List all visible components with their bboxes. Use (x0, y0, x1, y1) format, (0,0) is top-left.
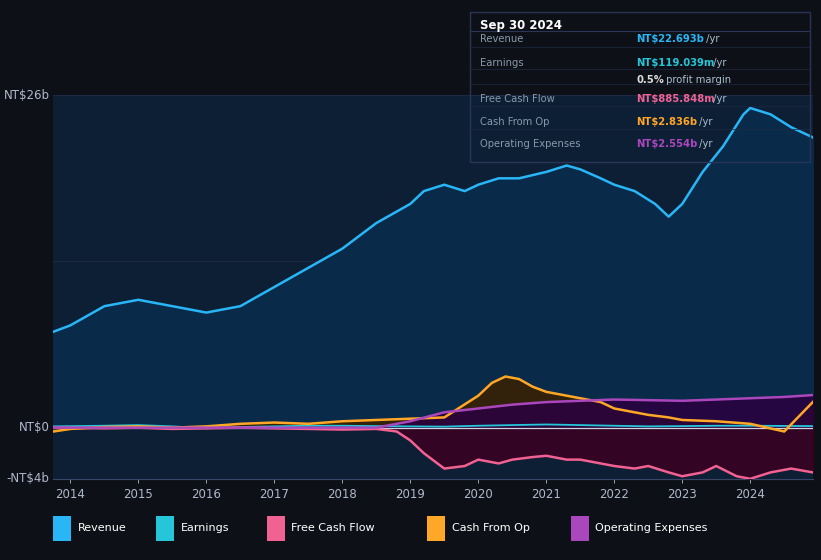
Text: /yr: /yr (696, 139, 713, 149)
Text: /yr: /yr (696, 116, 713, 127)
Bar (53, 516, 71, 541)
Text: /yr: /yr (709, 58, 726, 68)
Text: NT$26b: NT$26b (3, 88, 49, 102)
Text: NT$22.693b: NT$22.693b (636, 34, 704, 44)
Text: /yr: /yr (703, 34, 719, 44)
Text: NT$885.848m: NT$885.848m (636, 94, 715, 104)
Text: Revenue: Revenue (78, 522, 126, 533)
Text: NT$2.836b: NT$2.836b (636, 116, 698, 127)
Bar (427, 516, 445, 541)
Text: Free Cash Flow: Free Cash Flow (479, 94, 554, 104)
Text: NT$2.554b: NT$2.554b (636, 139, 698, 149)
Text: profit margin: profit margin (663, 74, 732, 85)
Text: Earnings: Earnings (479, 58, 524, 68)
Text: 0.5%: 0.5% (636, 74, 664, 85)
Bar (571, 516, 589, 541)
Text: Cash From Op: Cash From Op (479, 116, 549, 127)
Text: Free Cash Flow: Free Cash Flow (291, 522, 375, 533)
Text: Operating Expenses: Operating Expenses (595, 522, 708, 533)
Bar (267, 516, 285, 541)
Text: Operating Expenses: Operating Expenses (479, 139, 580, 149)
Text: Revenue: Revenue (479, 34, 523, 44)
Bar (156, 516, 174, 541)
Text: Earnings: Earnings (181, 522, 229, 533)
Text: Cash From Op: Cash From Op (452, 522, 530, 533)
Text: Sep 30 2024: Sep 30 2024 (479, 19, 562, 32)
Text: NT$0: NT$0 (19, 421, 49, 434)
Text: NT$119.039m: NT$119.039m (636, 58, 715, 68)
Text: -NT$4b: -NT$4b (7, 472, 49, 486)
Text: /yr: /yr (709, 94, 726, 104)
